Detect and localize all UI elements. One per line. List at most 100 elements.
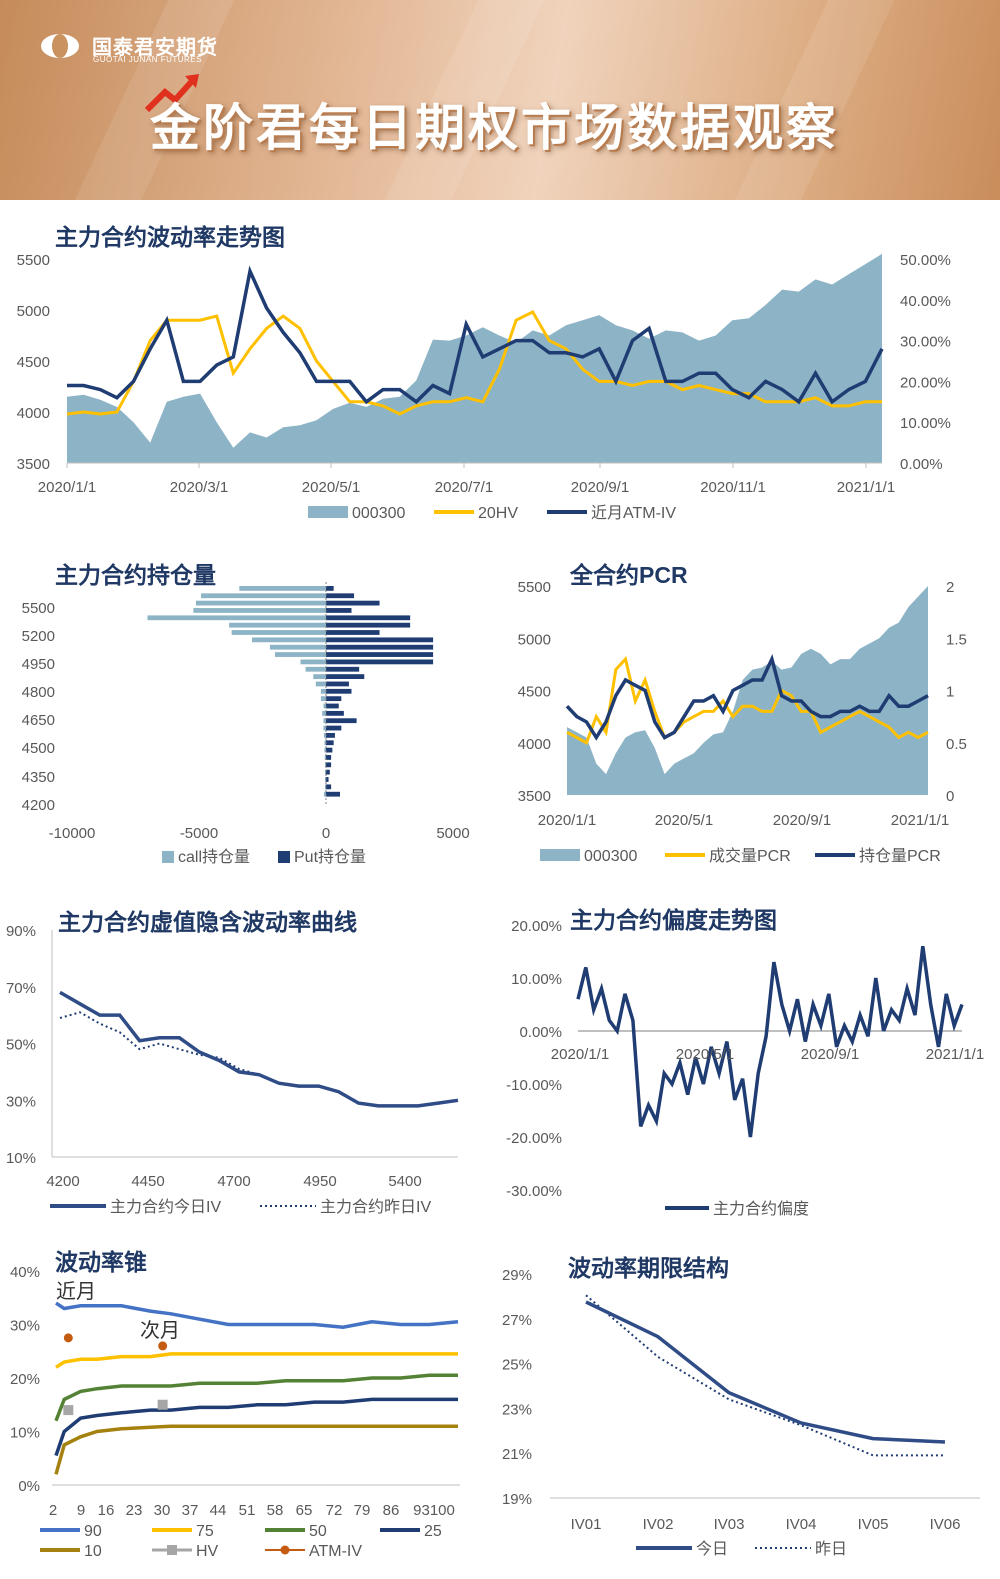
call-oi-bar: [324, 769, 326, 775]
y-tick-label: -30.00%: [506, 1183, 562, 1200]
line-cone-50: [54, 1373, 458, 1422]
call-legend-swatch: [162, 851, 174, 863]
y-tick-label: -10.00%: [506, 1077, 562, 1094]
cone-25-legend-label: 25: [424, 1523, 442, 1540]
y-tick-label: 0.00%: [519, 1024, 562, 1041]
x-tick-label: 23: [126, 1502, 143, 1519]
y-tick-label: 27%: [502, 1312, 532, 1329]
x-tick-label: 16: [98, 1502, 115, 1519]
y-tick-label: 5200: [22, 628, 55, 645]
company-name-cn: 国泰君安期货: [92, 37, 218, 59]
y-tick-label: 3500: [17, 456, 50, 473]
call-oi-bar: [193, 608, 326, 613]
call-oi-bar: [320, 688, 326, 694]
x-tick-label: 2020/5/1: [302, 479, 360, 496]
call-oi-bar: [195, 600, 326, 606]
line-skew: [576, 945, 964, 1138]
put-oi-bar: [326, 674, 365, 679]
put-oi-bar: [326, 666, 360, 672]
y-tick-label: 4200: [22, 797, 55, 814]
put-legend-label: Put持仓量: [294, 848, 366, 866]
x-tick-label: 65: [296, 1502, 313, 1519]
near-month-annotation: 近月: [56, 1280, 96, 1303]
y2-tick-label: 2: [946, 579, 954, 596]
term-yesterday-legend-label: 昨日: [815, 1540, 847, 1558]
call-oi-bar: [229, 622, 326, 628]
x-tick-label: 58: [267, 1502, 284, 1519]
y-tick-label: 10.00%: [511, 971, 562, 988]
x-tick-label: 2021/1/1: [926, 1046, 984, 1063]
vol-trend-title: 主力合约波动率走势图: [55, 224, 285, 250]
line-cone-10: [54, 1424, 458, 1475]
y-tick-label: 50%: [6, 1037, 36, 1054]
x-tick-label: 51: [239, 1502, 256, 1519]
put-oi-bar: [326, 703, 339, 709]
x-tick-label: 0: [322, 825, 330, 842]
call-oi-bar: [323, 718, 326, 724]
call-oi-bar: [315, 681, 326, 687]
call-oi-bar: [313, 674, 326, 679]
put-oi-bar: [326, 586, 334, 591]
y2-tick-label: 0.00%: [900, 456, 943, 473]
pcr-index-area: [567, 586, 928, 795]
put-oi-bar: [326, 696, 342, 702]
x-tick-label: IV03: [714, 1516, 745, 1533]
line-cone-75: [55, 1352, 458, 1369]
x-tick-label: IV01: [571, 1516, 602, 1533]
call-oi-bar: [324, 777, 326, 782]
y2-tick-label: 10.00%: [900, 415, 951, 432]
x-tick-label: IV04: [786, 1516, 817, 1533]
x-tick-label: 2020/1/1: [38, 479, 96, 496]
y-tick-label: 10%: [6, 1150, 36, 1167]
call-oi-bar: [320, 696, 326, 702]
call-oi-bar: [147, 615, 326, 621]
x-tick-label: 2020/1/1: [538, 812, 596, 829]
index-area-000300: [67, 253, 882, 463]
call-oi-bar: [324, 740, 326, 746]
call-oi-bar: [324, 747, 326, 753]
put-oi-bar: [326, 622, 411, 628]
call-oi-bar: [252, 637, 326, 643]
y-tick-label: 4000: [17, 405, 50, 422]
y-tick-label: -20.00%: [506, 1130, 562, 1147]
cone-10-legend-label: 10: [84, 1543, 102, 1560]
x-tick-label: 4200: [46, 1173, 79, 1190]
y-tick-label: 4500: [17, 354, 50, 371]
y2-tick-label: 30.00%: [900, 334, 951, 351]
call-oi-bar: [323, 791, 326, 797]
x-tick-label: 44: [210, 1502, 227, 1519]
x-tick-label: 2021/1/1: [891, 812, 949, 829]
y-tick-label: 5000: [518, 631, 551, 648]
call-oi-bar: [305, 666, 326, 672]
x-tick-label: 79: [354, 1502, 371, 1519]
x-tick-label: 2020/5/1: [655, 812, 713, 829]
company-name-en: GUOTAI JUNAN FUTURES: [93, 55, 202, 64]
call-oi-bar: [300, 659, 326, 665]
y-tick-label: 4650: [22, 712, 55, 729]
x-tick-label: IV05: [858, 1516, 889, 1533]
volume-pcr-legend-label: 成交量PCR: [709, 847, 791, 865]
y-tick-label: 4350: [22, 769, 55, 786]
term-today-legend-label: 今日: [696, 1540, 728, 1558]
y-tick-label: 5500: [17, 252, 50, 269]
line-term-yesterday: [585, 1294, 945, 1457]
x-tick-label: 4700: [217, 1173, 250, 1190]
put-oi-bar: [326, 777, 329, 782]
cone-title: 波动率锥: [55, 1249, 147, 1275]
y-tick-label: 30%: [10, 1318, 40, 1335]
y-tick-label: 5000: [17, 303, 50, 320]
put-oi-bar: [326, 608, 352, 613]
skew-title: 主力合约偏度走势图: [570, 907, 777, 933]
y2-tick-label: 40.00%: [900, 293, 951, 310]
line-today-iv: [59, 990, 459, 1108]
put-oi-bar: [326, 593, 355, 599]
x-tick-label: -5000: [180, 825, 218, 842]
x-tick-label: 72: [326, 1502, 343, 1519]
company-logo-icon: [41, 34, 79, 58]
pcr-title: 全合约PCR: [570, 562, 688, 588]
x-tick-label: 2021/1/1: [837, 479, 895, 496]
today-iv-legend-label: 主力合约今日IV: [110, 1198, 221, 1216]
line-volume-pcr: [566, 656, 929, 745]
put-oi-bar: [326, 733, 335, 738]
